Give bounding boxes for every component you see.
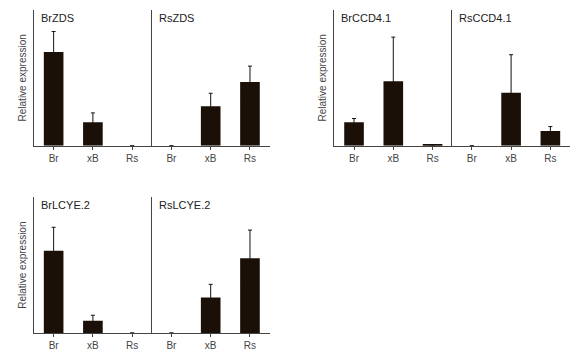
svg-text:Br: Br [166,340,177,351]
svg-text:xB: xB [505,153,517,164]
svg-text:BrLCYE.2: BrLCYE.2 [41,199,90,211]
svg-text:Br: Br [166,153,177,164]
svg-text:BrZDS: BrZDS [41,12,74,24]
svg-text:Rs: Rs [126,153,138,164]
svg-text:xB: xB [205,340,217,351]
svg-text:Rs: Rs [126,340,138,351]
svg-text:Rs: Rs [544,153,556,164]
svg-text:Br: Br [49,153,60,164]
svg-text:xB: xB [87,340,99,351]
svg-text:Relative expression: Relative expression [17,222,28,309]
svg-text:Rs: Rs [244,340,256,351]
svg-text:BrCCD4.1: BrCCD4.1 [341,12,391,24]
svg-text:Relative expression: Relative expression [17,34,28,121]
svg-text:xB: xB [387,153,399,164]
svg-text:xB: xB [87,153,99,164]
svg-text:Br: Br [49,340,60,351]
svg-text:Rs: Rs [426,153,438,164]
svg-text:RsLCYE.2: RsLCYE.2 [159,199,210,211]
svg-text:xB: xB [205,153,217,164]
svg-text:RsCCD4.1: RsCCD4.1 [459,12,512,24]
svg-text:RsZDS: RsZDS [159,12,194,24]
svg-text:Rs: Rs [244,153,256,164]
svg-text:Br: Br [349,153,360,164]
svg-text:Br: Br [467,153,478,164]
svg-text:Relative expression: Relative expression [317,34,328,121]
